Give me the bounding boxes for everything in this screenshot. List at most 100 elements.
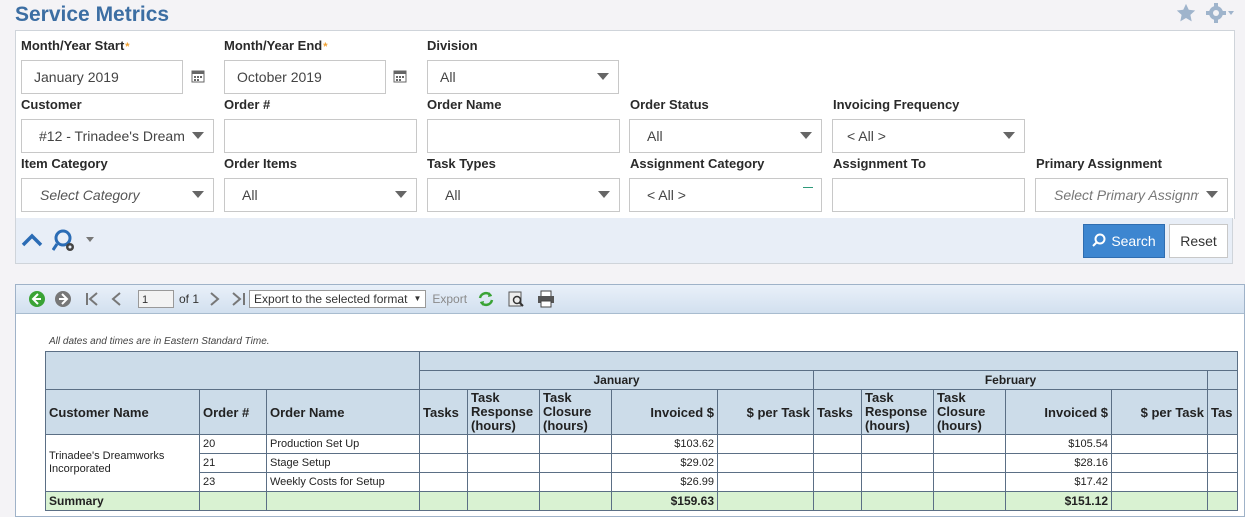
print-preview-icon[interactable]	[507, 290, 525, 308]
chevron-down-icon	[598, 191, 610, 198]
invoiced-cell: $28.16	[1005, 453, 1112, 473]
column-header: Task Response (hours)	[467, 389, 540, 435]
table-row: 21 Stage Setup $29.02 $28.16	[46, 453, 1238, 473]
order-number-cell: 21	[199, 453, 267, 473]
column-header: Tas	[1207, 389, 1238, 435]
page-title: Service Metrics	[15, 3, 170, 26]
invoiced-cell: $26.99	[611, 472, 718, 492]
item-category-select[interactable]: Select Category	[21, 178, 214, 212]
order-number-label: Order #	[224, 97, 271, 112]
reset-button[interactable]: Reset	[1169, 224, 1228, 258]
service-metrics-table: January February Customer Name Order # O…	[45, 351, 1238, 511]
order-items-select[interactable]: All	[224, 178, 417, 212]
calendar-icon[interactable]	[393, 69, 407, 83]
invoiced-cell: $29.02	[611, 453, 718, 473]
month-end-label: Month/Year End*	[224, 38, 328, 53]
primary-assignment-select[interactable]: Select Primary Assignm	[1035, 178, 1228, 212]
timezone-note: All dates and times are in Eastern Stand…	[49, 336, 270, 347]
export-format-select[interactable]: Export to the selected format ▼	[249, 290, 427, 308]
month-header-overflow	[1207, 370, 1238, 390]
next-page-icon[interactable]	[207, 291, 221, 307]
order-name-label: Order Name	[427, 97, 502, 112]
order-name-cell: Stage Setup	[266, 453, 420, 473]
summary-row: Summary $159.63 $151.12	[45, 491, 1238, 511]
order-items-label: Order Items	[224, 156, 297, 171]
chevron-down-icon	[1206, 191, 1218, 198]
item-category-label: Item Category	[21, 156, 108, 171]
dropdown-triangle-icon: ▼	[413, 294, 422, 303]
task-types-label: Task Types	[427, 156, 496, 171]
table-row: 23 Weekly Costs for Setup $26.99 $17.42	[46, 472, 1238, 492]
column-header: Task Response (hours)	[861, 389, 934, 435]
forward-icon[interactable]	[54, 290, 72, 308]
print-icon[interactable]	[537, 290, 555, 308]
column-header: Order #	[199, 389, 267, 435]
division-select[interactable]: All	[427, 60, 619, 94]
report-toolbar: 1 of 1 Export to the selected format ▼ Ex…	[16, 285, 1244, 314]
column-header: Tasks	[813, 389, 862, 435]
order-name-input[interactable]	[427, 119, 620, 153]
primary-assignment-label: Primary Assignment	[1036, 156, 1162, 171]
settings-gear-icon[interactable]	[1205, 2, 1235, 29]
chevron-down-icon	[192, 132, 204, 139]
customer-cell: Trinadee's Dreamworks Incorporated	[45, 434, 200, 492]
advanced-search-icon[interactable]	[51, 228, 98, 259]
order-name-cell: Weekly Costs for Setup	[266, 472, 420, 492]
export-link[interactable]: Export	[432, 292, 468, 306]
invoicing-frequency-label: Invoicing Frequency	[833, 97, 960, 112]
order-status-select[interactable]: All	[629, 119, 822, 153]
search-button[interactable]: Search	[1083, 224, 1165, 258]
calendar-icon[interactable]	[191, 69, 205, 83]
customer-select[interactable]: #12 - Trinadee's Dream	[21, 119, 214, 153]
chevron-down-icon	[395, 191, 407, 198]
last-page-icon[interactable]	[229, 291, 247, 307]
assignment-category-select[interactable]: < All >	[629, 178, 822, 212]
chevron-down-icon	[1003, 132, 1015, 139]
summary-label: Summary	[45, 491, 200, 511]
summary-invoiced: $159.63	[611, 491, 718, 511]
assignment-to-input[interactable]	[832, 178, 1025, 212]
chevron-down-icon	[800, 132, 812, 139]
page-count: of 1	[179, 292, 200, 306]
month-end-input[interactable]: October 2019	[224, 60, 386, 94]
column-header: Tasks	[419, 389, 468, 435]
invoiced-cell: $105.54	[1005, 434, 1112, 454]
assignment-category-label: Assignment Category	[630, 156, 765, 171]
column-header: Task Closure (hours)	[933, 389, 1006, 435]
invoicing-frequency-select[interactable]: < All >	[832, 119, 1025, 153]
search-action-bar	[15, 218, 1233, 264]
header-top-band	[419, 351, 1238, 371]
chevron-down-icon	[597, 73, 609, 80]
loading-indicator	[803, 187, 813, 188]
previous-page-icon[interactable]	[110, 291, 124, 307]
column-header: Invoiced $	[1005, 389, 1112, 435]
search-icon	[1092, 233, 1106, 250]
task-types-select[interactable]: All	[427, 178, 620, 212]
invoiced-cell: $103.62	[611, 434, 718, 454]
order-number-cell: 23	[199, 472, 267, 492]
order-name-cell: Production Set Up	[266, 434, 420, 454]
month-header: January	[419, 370, 814, 390]
refresh-icon[interactable]	[477, 290, 495, 308]
invoiced-cell: $17.42	[1005, 472, 1112, 492]
column-header: Order Name	[266, 389, 420, 435]
header-blank	[45, 351, 420, 390]
back-icon[interactable]	[28, 290, 46, 308]
month-start-label: Month/Year Start*	[21, 38, 130, 53]
order-number-input[interactable]	[224, 119, 417, 153]
column-header: $ per Task	[717, 389, 814, 435]
favorite-star-icon[interactable]	[1175, 2, 1197, 29]
column-header: Customer Name	[45, 389, 200, 435]
assignment-to-label: Assignment To	[833, 156, 926, 171]
first-page-icon[interactable]	[84, 291, 102, 307]
month-header: February	[813, 370, 1208, 390]
collapse-chevron-up-icon[interactable]	[21, 232, 43, 253]
order-number-cell: 20	[199, 434, 267, 454]
summary-invoiced: $151.12	[1005, 491, 1112, 511]
column-header: Invoiced $	[611, 389, 718, 435]
division-label: Division	[427, 38, 478, 53]
page-number-input[interactable]: 1	[138, 290, 174, 308]
table-row: Trinadee's Dreamworks Incorporated 20 Pr…	[45, 434, 1238, 492]
month-start-input[interactable]: January 2019	[21, 60, 183, 94]
customer-label: Customer	[21, 97, 82, 112]
